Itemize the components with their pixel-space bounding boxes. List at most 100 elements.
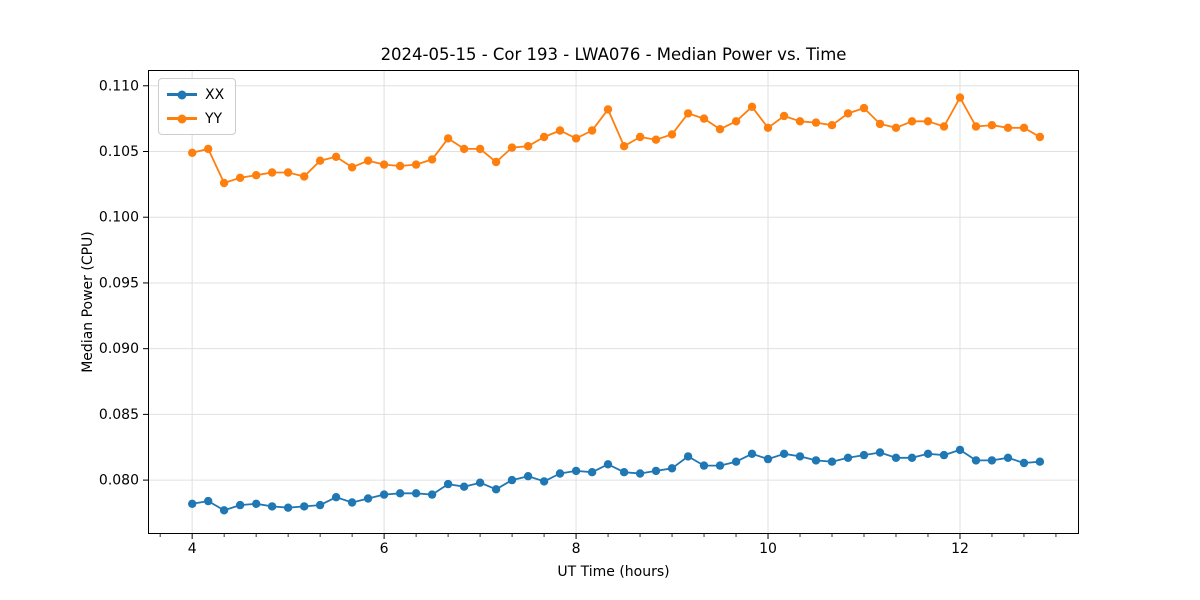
data-point-yy (204, 144, 213, 154)
data-point-yy (971, 122, 981, 131)
data-point-xx (619, 468, 629, 477)
data-point-xx (891, 453, 901, 462)
y-axis-label: Median Power (CPU) (80, 231, 96, 373)
data-point-xx (219, 506, 229, 515)
data-point-xx (267, 502, 277, 511)
data-point-yy (587, 126, 597, 135)
data-point-yy (827, 121, 837, 130)
data-point-xx (235, 500, 245, 510)
data-point-xx (971, 456, 981, 465)
data-point-xx (1019, 458, 1029, 468)
data-point-yy (811, 118, 821, 127)
data-point-yy (571, 134, 581, 143)
data-point-xx (747, 449, 757, 458)
data-point-yy (699, 114, 709, 123)
legend-marker-yy-icon (167, 112, 197, 126)
data-point-xx (795, 452, 805, 461)
data-point-yy (443, 134, 453, 143)
data-point-xx (827, 457, 837, 466)
data-point-xx (843, 453, 853, 462)
x-tick-label: 4 (188, 541, 197, 557)
data-point-yy (683, 109, 693, 118)
data-point-yy (939, 122, 949, 131)
data-point-yy (235, 173, 245, 182)
data-point-xx (875, 448, 885, 457)
legend-item-xx: XX (167, 85, 224, 104)
data-point-yy (539, 132, 549, 142)
data-point-yy (507, 143, 517, 152)
data-point-xx (859, 450, 869, 460)
data-point-xx (411, 489, 421, 498)
data-point-xx (491, 485, 501, 494)
data-point-yy (252, 171, 261, 180)
y-tick-label: 0.080 (99, 473, 139, 489)
data-point-yy (619, 142, 629, 151)
y-tick-label: 0.085 (99, 407, 139, 423)
data-point-xx (779, 449, 789, 458)
data-point-yy (795, 117, 805, 126)
data-point-xx (252, 499, 261, 508)
data-point-xx (363, 494, 373, 503)
data-point-xx (379, 490, 389, 499)
data-point-xx (1035, 457, 1045, 466)
data-point-xx (907, 453, 917, 462)
data-point-yy (667, 130, 677, 139)
data-point-xx (571, 466, 581, 476)
data-point-xx (459, 482, 469, 491)
data-point-xx (635, 469, 645, 478)
data-point-yy (219, 178, 229, 188)
data-point-yy (283, 168, 293, 177)
data-point-yy (1003, 123, 1013, 132)
data-point-yy (395, 161, 405, 171)
data-point-xx (443, 479, 453, 489)
legend-marker-xx-icon (167, 88, 197, 102)
x-tick-label: 8 (572, 541, 581, 557)
data-point-xx (587, 468, 597, 477)
data-point-yy (491, 157, 501, 167)
data-point-yy (188, 148, 197, 157)
data-point-xx (683, 452, 693, 461)
y-tick-label: 0.095 (99, 275, 139, 291)
x-tick-label: 6 (380, 541, 389, 557)
data-point-yy (315, 156, 325, 165)
y-tick-label: 0.110 (99, 78, 139, 94)
data-point-yy (555, 126, 565, 135)
data-point-yy (379, 160, 389, 169)
x-axis-label: UT Time (hours) (557, 564, 670, 580)
data-point-yy (523, 142, 533, 151)
data-point-xx (475, 478, 485, 487)
x-tick-label: 12 (951, 541, 969, 557)
data-point-yy (459, 144, 469, 154)
data-point-yy (987, 121, 997, 130)
data-point-yy (1035, 132, 1045, 142)
data-point-yy (363, 156, 373, 165)
y-tick-label: 0.090 (99, 341, 139, 357)
data-point-xx (204, 496, 213, 506)
data-point-xx (603, 460, 613, 469)
data-point-yy (875, 119, 885, 129)
data-point-yy (907, 117, 917, 126)
data-point-xx (395, 489, 405, 498)
data-point-xx (667, 464, 677, 473)
data-point-yy (779, 111, 789, 121)
data-point-xx (811, 456, 821, 465)
y-tick-label: 0.105 (99, 144, 139, 160)
data-point-xx (331, 493, 341, 502)
data-point-yy (427, 155, 437, 164)
data-point-xx (427, 490, 437, 499)
plot-border (148, 70, 1079, 534)
data-point-yy (651, 135, 661, 144)
data-point-xx (1003, 453, 1013, 462)
series-line-yy (191, 96, 1041, 184)
data-point-xx (188, 499, 197, 508)
data-point-yy (731, 117, 741, 126)
data-point-yy (475, 144, 485, 154)
data-point-xx (283, 503, 293, 512)
data-point-yy (267, 168, 277, 177)
data-point-xx (939, 450, 949, 460)
data-point-xx (523, 472, 533, 481)
data-point-yy (635, 132, 645, 142)
data-point-yy (411, 160, 421, 169)
